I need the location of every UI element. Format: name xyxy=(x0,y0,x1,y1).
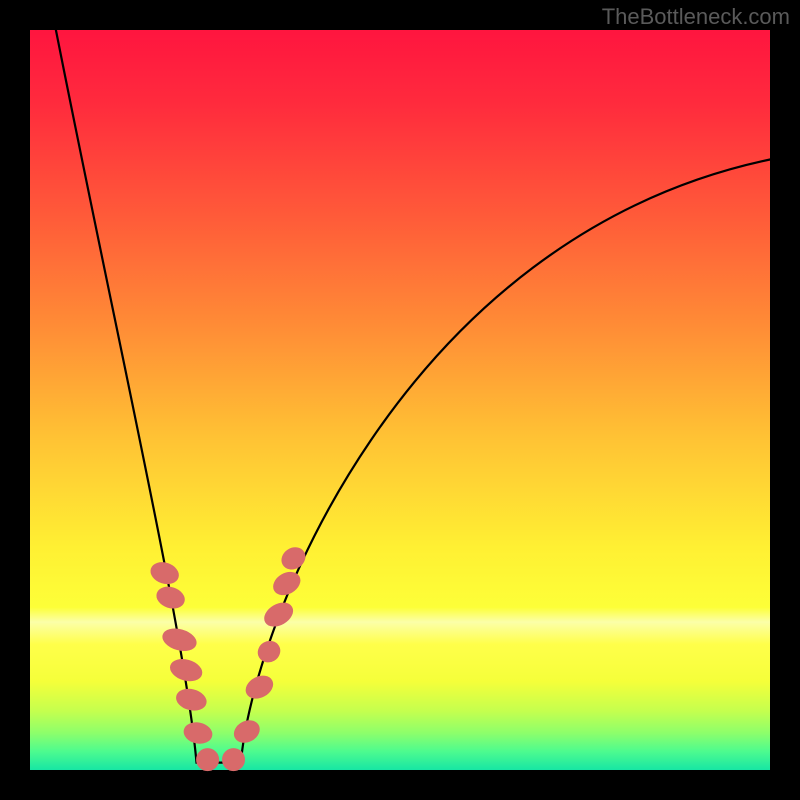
watermark-text: TheBottleneck.com xyxy=(602,4,790,30)
marker-floor-1 xyxy=(223,749,245,771)
bottleneck-chart-svg xyxy=(0,0,800,800)
chart-root: TheBottleneck.com xyxy=(0,0,800,800)
marker-floor-0 xyxy=(197,749,219,771)
